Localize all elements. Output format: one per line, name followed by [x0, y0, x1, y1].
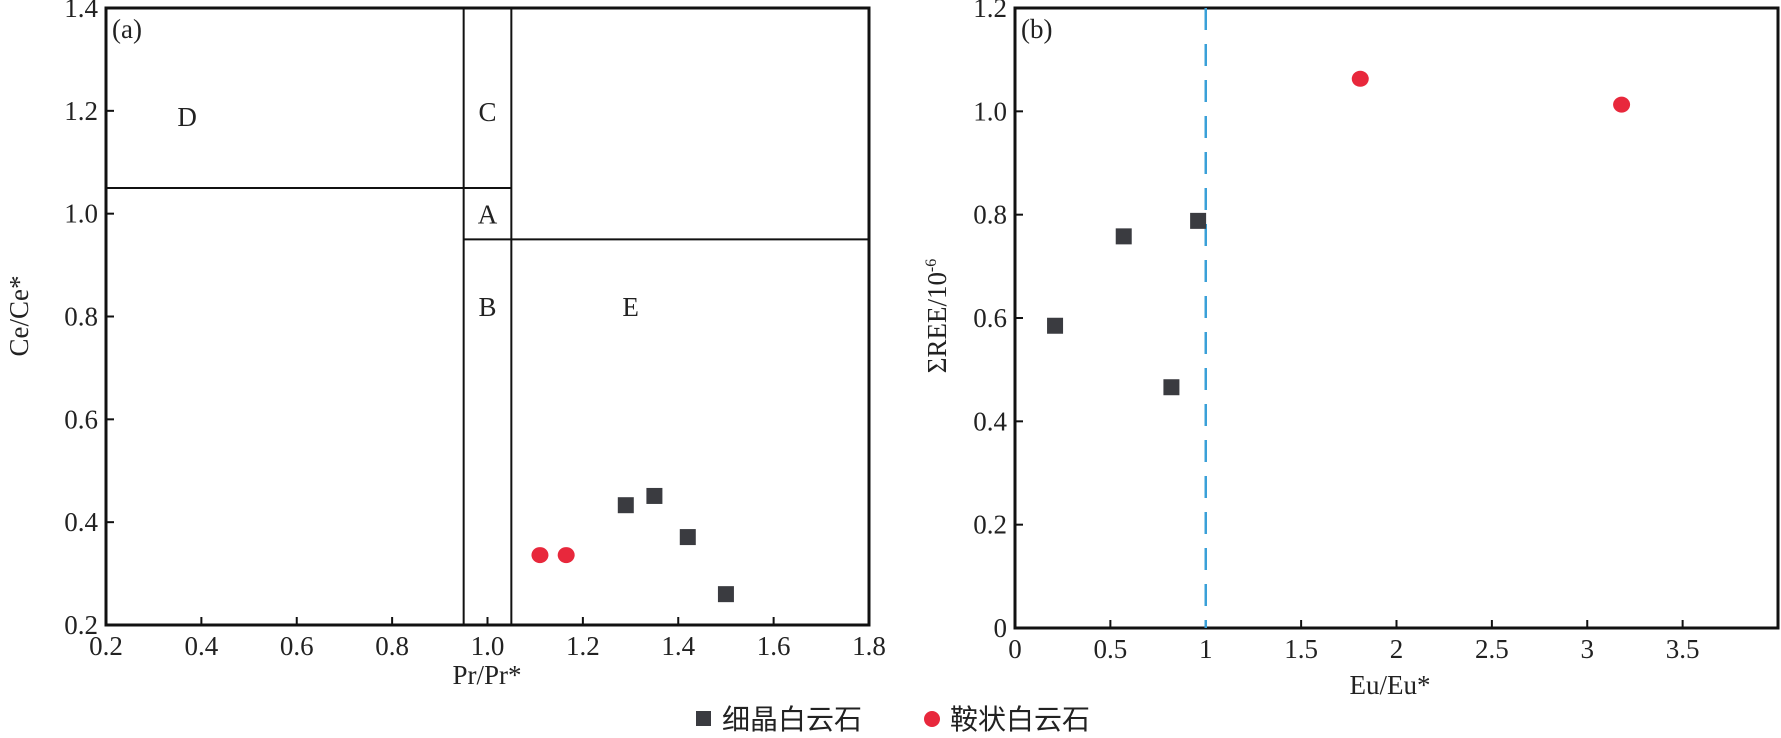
x-tick-label: 1.5	[1284, 634, 1318, 664]
y-tick-label: 1.0	[973, 96, 1007, 126]
x-tick-label: 2	[1390, 634, 1404, 664]
data-point-saddle-dolomite	[1351, 70, 1369, 87]
y-tick-label: 0.4	[973, 406, 1007, 436]
region-label-e: E	[622, 292, 639, 322]
x-tick-label: 0.4	[185, 631, 219, 661]
x-tick-label: 1.6	[757, 631, 791, 661]
x-tick-label: 3	[1581, 634, 1595, 664]
x-tick-label: 1.4	[661, 631, 695, 661]
y-tick-label: 1.2	[64, 96, 98, 126]
x-axis-label-b: Eu/Eu*	[1350, 670, 1431, 700]
x-tick-label: 0.2	[89, 631, 123, 661]
region-label-d: D	[177, 102, 197, 132]
y-tick-label: 0.6	[64, 404, 98, 434]
data-point-fine-dolomite	[617, 497, 634, 514]
panel-label: (b)	[1021, 14, 1052, 44]
legend: 细晶白云石 鞍状白云石	[696, 703, 1090, 736]
x-tick-label: 1	[1199, 634, 1213, 664]
legend-marker-saddle	[924, 711, 940, 727]
y-tick-label: 0.8	[64, 302, 98, 332]
y-axis-label-a: Ce/Ce*	[4, 276, 34, 357]
y-tick-label: 1.0	[64, 199, 98, 229]
data-point-fine-dolomite	[646, 487, 663, 504]
data-point-fine-dolomite	[1047, 317, 1064, 334]
y-tick-label: 0.6	[973, 303, 1007, 333]
data-point-fine-dolomite	[1115, 228, 1132, 245]
region-label-b: B	[478, 292, 496, 322]
x-tick-label: 1.2	[566, 631, 600, 661]
data-point-fine-dolomite	[717, 586, 734, 603]
chart-b: 0 0.5 1 1.5 2 2.5 3 3.5 0 0.2 0.4 0.6 0.8 1.0 1.2 (b)	[973, 0, 1780, 664]
y-tick-label: 0	[994, 613, 1008, 643]
data-point-fine-dolomite	[1163, 379, 1180, 396]
data-point-fine-dolomite	[1190, 212, 1207, 229]
legend-marker-fine	[696, 711, 711, 726]
y-axis-label-b: ΣREE/10-6	[922, 259, 952, 374]
x-tick-label: 0.5	[1094, 634, 1128, 664]
y-tick-label: 1.4	[64, 0, 98, 23]
x-tick-label: 0	[1008, 634, 1022, 664]
x-tick-label: 0.6	[280, 631, 314, 661]
chart-a: 0.2 0.4 0.6 0.8 1.0 1.2 1.4 1.6 1.8 0.2 0.4 0.6 0.8 1…	[64, 0, 886, 661]
legend-label-saddle: 鞍状白云石	[950, 703, 1090, 736]
plot-frame	[1013, 6, 1780, 630]
data-point-saddle-dolomite	[1613, 96, 1631, 113]
x-tick-label: 1.0	[471, 631, 505, 661]
y-axis-label-b-text: ΣREE/10	[922, 272, 952, 373]
data-point-fine-dolomite	[679, 529, 696, 546]
panel-label: (a)	[112, 14, 142, 44]
legend-label-fine: 细晶白云石	[722, 703, 862, 736]
y-tick-label: 0.8	[973, 200, 1007, 230]
data-point-saddle-dolomite	[531, 547, 549, 564]
region-label-a: A	[478, 200, 498, 230]
x-tick-label: 0.8	[375, 631, 409, 661]
region-label-c: C	[478, 97, 496, 127]
y-tick-label: 1.2	[973, 0, 1007, 23]
y-tick-label: 0.4	[64, 507, 98, 537]
data-point-saddle-dolomite	[557, 547, 575, 564]
y-tick-label: 0.2	[973, 510, 1007, 540]
y-axis-label-b-exponent: -6	[923, 259, 940, 272]
x-tick-label: 3.5	[1666, 634, 1700, 664]
y-tick-label: 0.2	[64, 610, 98, 640]
x-tick-label: 1.8	[852, 631, 886, 661]
x-tick-label: 2.5	[1475, 634, 1509, 664]
x-axis-label-a: Pr/Pr*	[452, 660, 521, 690]
